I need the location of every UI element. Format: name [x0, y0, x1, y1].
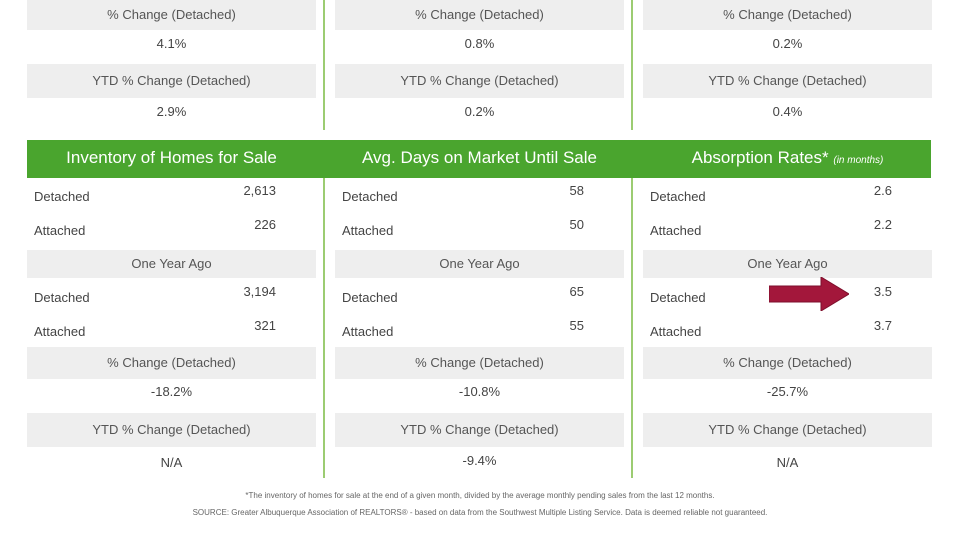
highlight-arrow-icon	[769, 277, 849, 311]
ytd-change-label: YTD % Change (Detached)	[27, 413, 316, 447]
row-value: 3,194	[243, 284, 276, 299]
column-divider	[323, 0, 325, 130]
year-ago-label: One Year Ago	[27, 250, 316, 278]
row-label: Detached	[342, 189, 398, 204]
ytd-change-value: 2.9%	[156, 104, 187, 119]
row-label: Attached	[650, 324, 702, 339]
pct-change-label: % Change (Detached)	[643, 347, 932, 379]
ytd-change-label: YTD % Change (Detached)	[335, 64, 624, 98]
row-label: Detached	[650, 189, 706, 204]
pct-change-label: % Change (Detached)	[335, 0, 624, 30]
row-value: 2,613	[243, 183, 276, 198]
pct-change-label: % Change (Detached)	[335, 347, 624, 379]
pct-change-value: 4.1%	[156, 36, 187, 51]
year-ago-label: One Year Ago	[335, 250, 624, 278]
absorption-rates-title: Absorption Rates* (in months)	[643, 140, 932, 178]
pct-change-value: 0.8%	[464, 36, 495, 51]
ytd-change-value: -9.4%	[462, 453, 497, 468]
row-label: Attached	[650, 223, 702, 238]
ytd-change-label: YTD % Change (Detached)	[27, 64, 316, 98]
source-footnote: SOURCE: Greater Albuquerque Association …	[192, 508, 768, 517]
ytd-change-label: YTD % Change (Detached)	[643, 64, 932, 98]
pct-change-label: % Change (Detached)	[27, 0, 316, 30]
ytd-change-value: N/A	[776, 455, 799, 470]
row-label: Detached	[34, 290, 90, 305]
section-header-banner	[27, 140, 931, 178]
inventory-title-text: Inventory of Homes for Sale	[66, 148, 277, 167]
row-value: 2.2	[873, 217, 892, 232]
year-ago-label: One Year Ago	[643, 250, 932, 278]
ytd-change-label: YTD % Change (Detached)	[643, 413, 932, 447]
row-value: 58	[569, 183, 584, 198]
row-value: 321	[254, 318, 276, 333]
inventory-title: Inventory of Homes for Sale	[27, 140, 316, 178]
absorption-footnote: *The inventory of homes for sale at the …	[245, 491, 715, 500]
days-on-market-title-text: Avg. Days on Market Until Sale	[362, 148, 597, 167]
row-value: 3.7	[873, 318, 892, 333]
row-label: Attached	[34, 223, 86, 238]
row-value: 226	[254, 217, 276, 232]
row-label: Detached	[34, 189, 90, 204]
row-label: Detached	[342, 290, 398, 305]
ytd-change-value: N/A	[160, 455, 183, 470]
row-label: Attached	[342, 324, 394, 339]
pct-change-value: 0.2%	[772, 36, 803, 51]
row-label: Attached	[34, 324, 86, 339]
pct-change-value: -18.2%	[150, 384, 193, 399]
absorption-rates-title-text: Absorption Rates*	[691, 148, 829, 167]
row-label: Detached	[650, 290, 706, 305]
ytd-change-label: YTD % Change (Detached)	[335, 413, 624, 447]
absorption-rates-unit: (in months)	[833, 155, 884, 166]
column-divider	[631, 0, 633, 130]
ytd-change-value: 0.4%	[772, 104, 803, 119]
pct-change-value: -10.8%	[458, 384, 501, 399]
row-value: 55	[569, 318, 584, 333]
days-on-market-title: Avg. Days on Market Until Sale	[335, 140, 624, 178]
row-value: 2.6	[873, 183, 892, 198]
pct-change-label: % Change (Detached)	[643, 0, 932, 30]
column-divider	[323, 178, 325, 478]
row-value: 65	[569, 284, 584, 299]
pct-change-value: -25.7%	[766, 384, 809, 399]
ytd-change-value: 0.2%	[464, 104, 495, 119]
row-value: 50	[569, 217, 584, 232]
row-value: 3.5	[873, 284, 892, 299]
pct-change-label: % Change (Detached)	[27, 347, 316, 379]
row-label: Attached	[342, 223, 394, 238]
column-divider	[631, 178, 633, 478]
